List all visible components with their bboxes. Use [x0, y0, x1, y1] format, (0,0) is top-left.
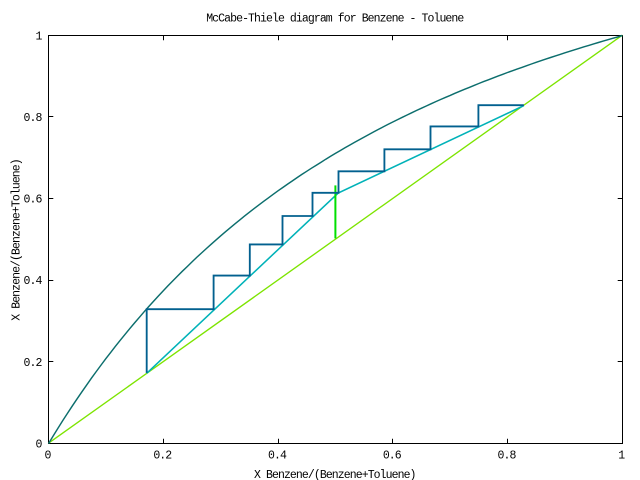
svg-text:0.2: 0.2 [24, 357, 43, 370]
svg-text:0: 0 [45, 450, 52, 463]
svg-text:0.8: 0.8 [24, 112, 43, 125]
svg-text:0: 0 [36, 438, 43, 451]
svg-text:0.6: 0.6 [383, 450, 402, 463]
svg-text:0.4: 0.4 [268, 450, 287, 463]
svg-text:0.4: 0.4 [24, 275, 43, 288]
svg-text:X Benzene/(Benzene+Toluene): X Benzene/(Benzene+Toluene) [254, 469, 416, 480]
svg-text:McCabe-Thiele diagram for Benz: McCabe-Thiele diagram for Benzene - Tolu… [206, 12, 464, 25]
svg-text:1: 1 [618, 450, 625, 463]
svg-text:0.2: 0.2 [153, 450, 172, 463]
svg-text:0.6: 0.6 [24, 194, 43, 207]
svg-text:0.8: 0.8 [498, 450, 517, 463]
svg-text:1: 1 [36, 30, 43, 43]
svg-text:X Benzene/(Benzene+Toluene): X Benzene/(Benzene+Toluene) [11, 159, 24, 321]
